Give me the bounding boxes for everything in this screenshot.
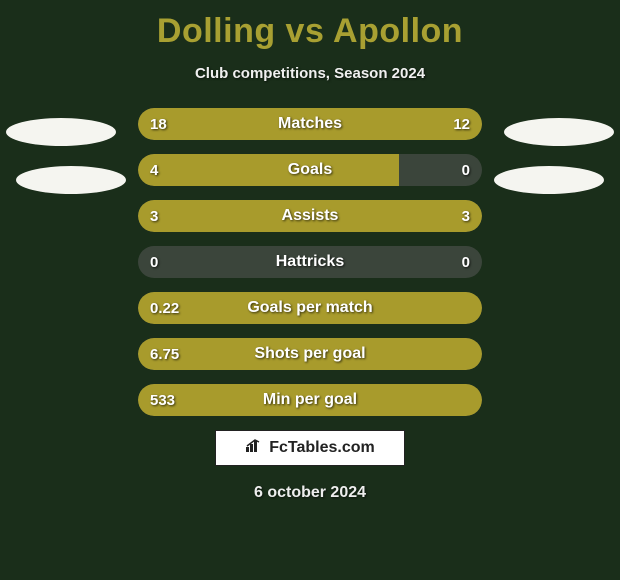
stat-row: Matches18 12 bbox=[138, 108, 482, 140]
stat-row: Hattricks0 0 bbox=[138, 246, 482, 278]
comparison-chart: Matches1812Goals40Assists33Hattricks00Go… bbox=[0, 108, 620, 416]
stat-label: Goals bbox=[138, 154, 482, 186]
page-subtitle: Club competitions, Season 2024 bbox=[0, 65, 620, 82]
player-left-badge-1 bbox=[6, 118, 116, 146]
stat-label: Min per goal bbox=[138, 384, 482, 416]
stat-value-left: 18 bbox=[150, 108, 167, 140]
stat-value-left: 4 bbox=[150, 154, 158, 186]
stat-label: Matches bbox=[138, 108, 482, 140]
stat-row: Goals per match0.22 bbox=[138, 292, 482, 324]
stat-value-right: 12 bbox=[453, 108, 470, 140]
stat-value-left: 3 bbox=[150, 200, 158, 232]
footer-site-badge[interactable]: FcTables.com bbox=[215, 430, 405, 466]
stat-row: Min per goal533 bbox=[138, 384, 482, 416]
stat-value-left: 6.75 bbox=[150, 338, 179, 370]
footer-date: 6 october 2024 bbox=[0, 484, 620, 502]
stat-label: Shots per goal bbox=[138, 338, 482, 370]
stat-row: Assists3 3 bbox=[138, 200, 482, 232]
stat-bars: Matches1812Goals40Assists33Hattricks00Go… bbox=[138, 108, 482, 416]
stat-value-left: 533 bbox=[150, 384, 175, 416]
player-left-badge-2 bbox=[16, 166, 126, 194]
chart-icon bbox=[245, 439, 263, 458]
stat-value-right: 0 bbox=[462, 246, 470, 278]
player-right-badge-2 bbox=[494, 166, 604, 194]
footer-site-text: FcTables.com bbox=[269, 439, 375, 457]
stat-value-right: 0 bbox=[462, 154, 470, 186]
stat-row: Shots per goal6.75 bbox=[138, 338, 482, 370]
stat-label: Hattricks bbox=[138, 246, 482, 278]
stat-row: Goals4 0 bbox=[138, 154, 482, 186]
stat-value-left: 0.22 bbox=[150, 292, 179, 324]
stat-label: Goals per match bbox=[138, 292, 482, 324]
player-right-badge-1 bbox=[504, 118, 614, 146]
stat-label: Assists bbox=[138, 200, 482, 232]
stat-value-right: 3 bbox=[462, 200, 470, 232]
stat-value-left: 0 bbox=[150, 246, 158, 278]
page-title: Dolling vs Apollon bbox=[0, 0, 620, 51]
